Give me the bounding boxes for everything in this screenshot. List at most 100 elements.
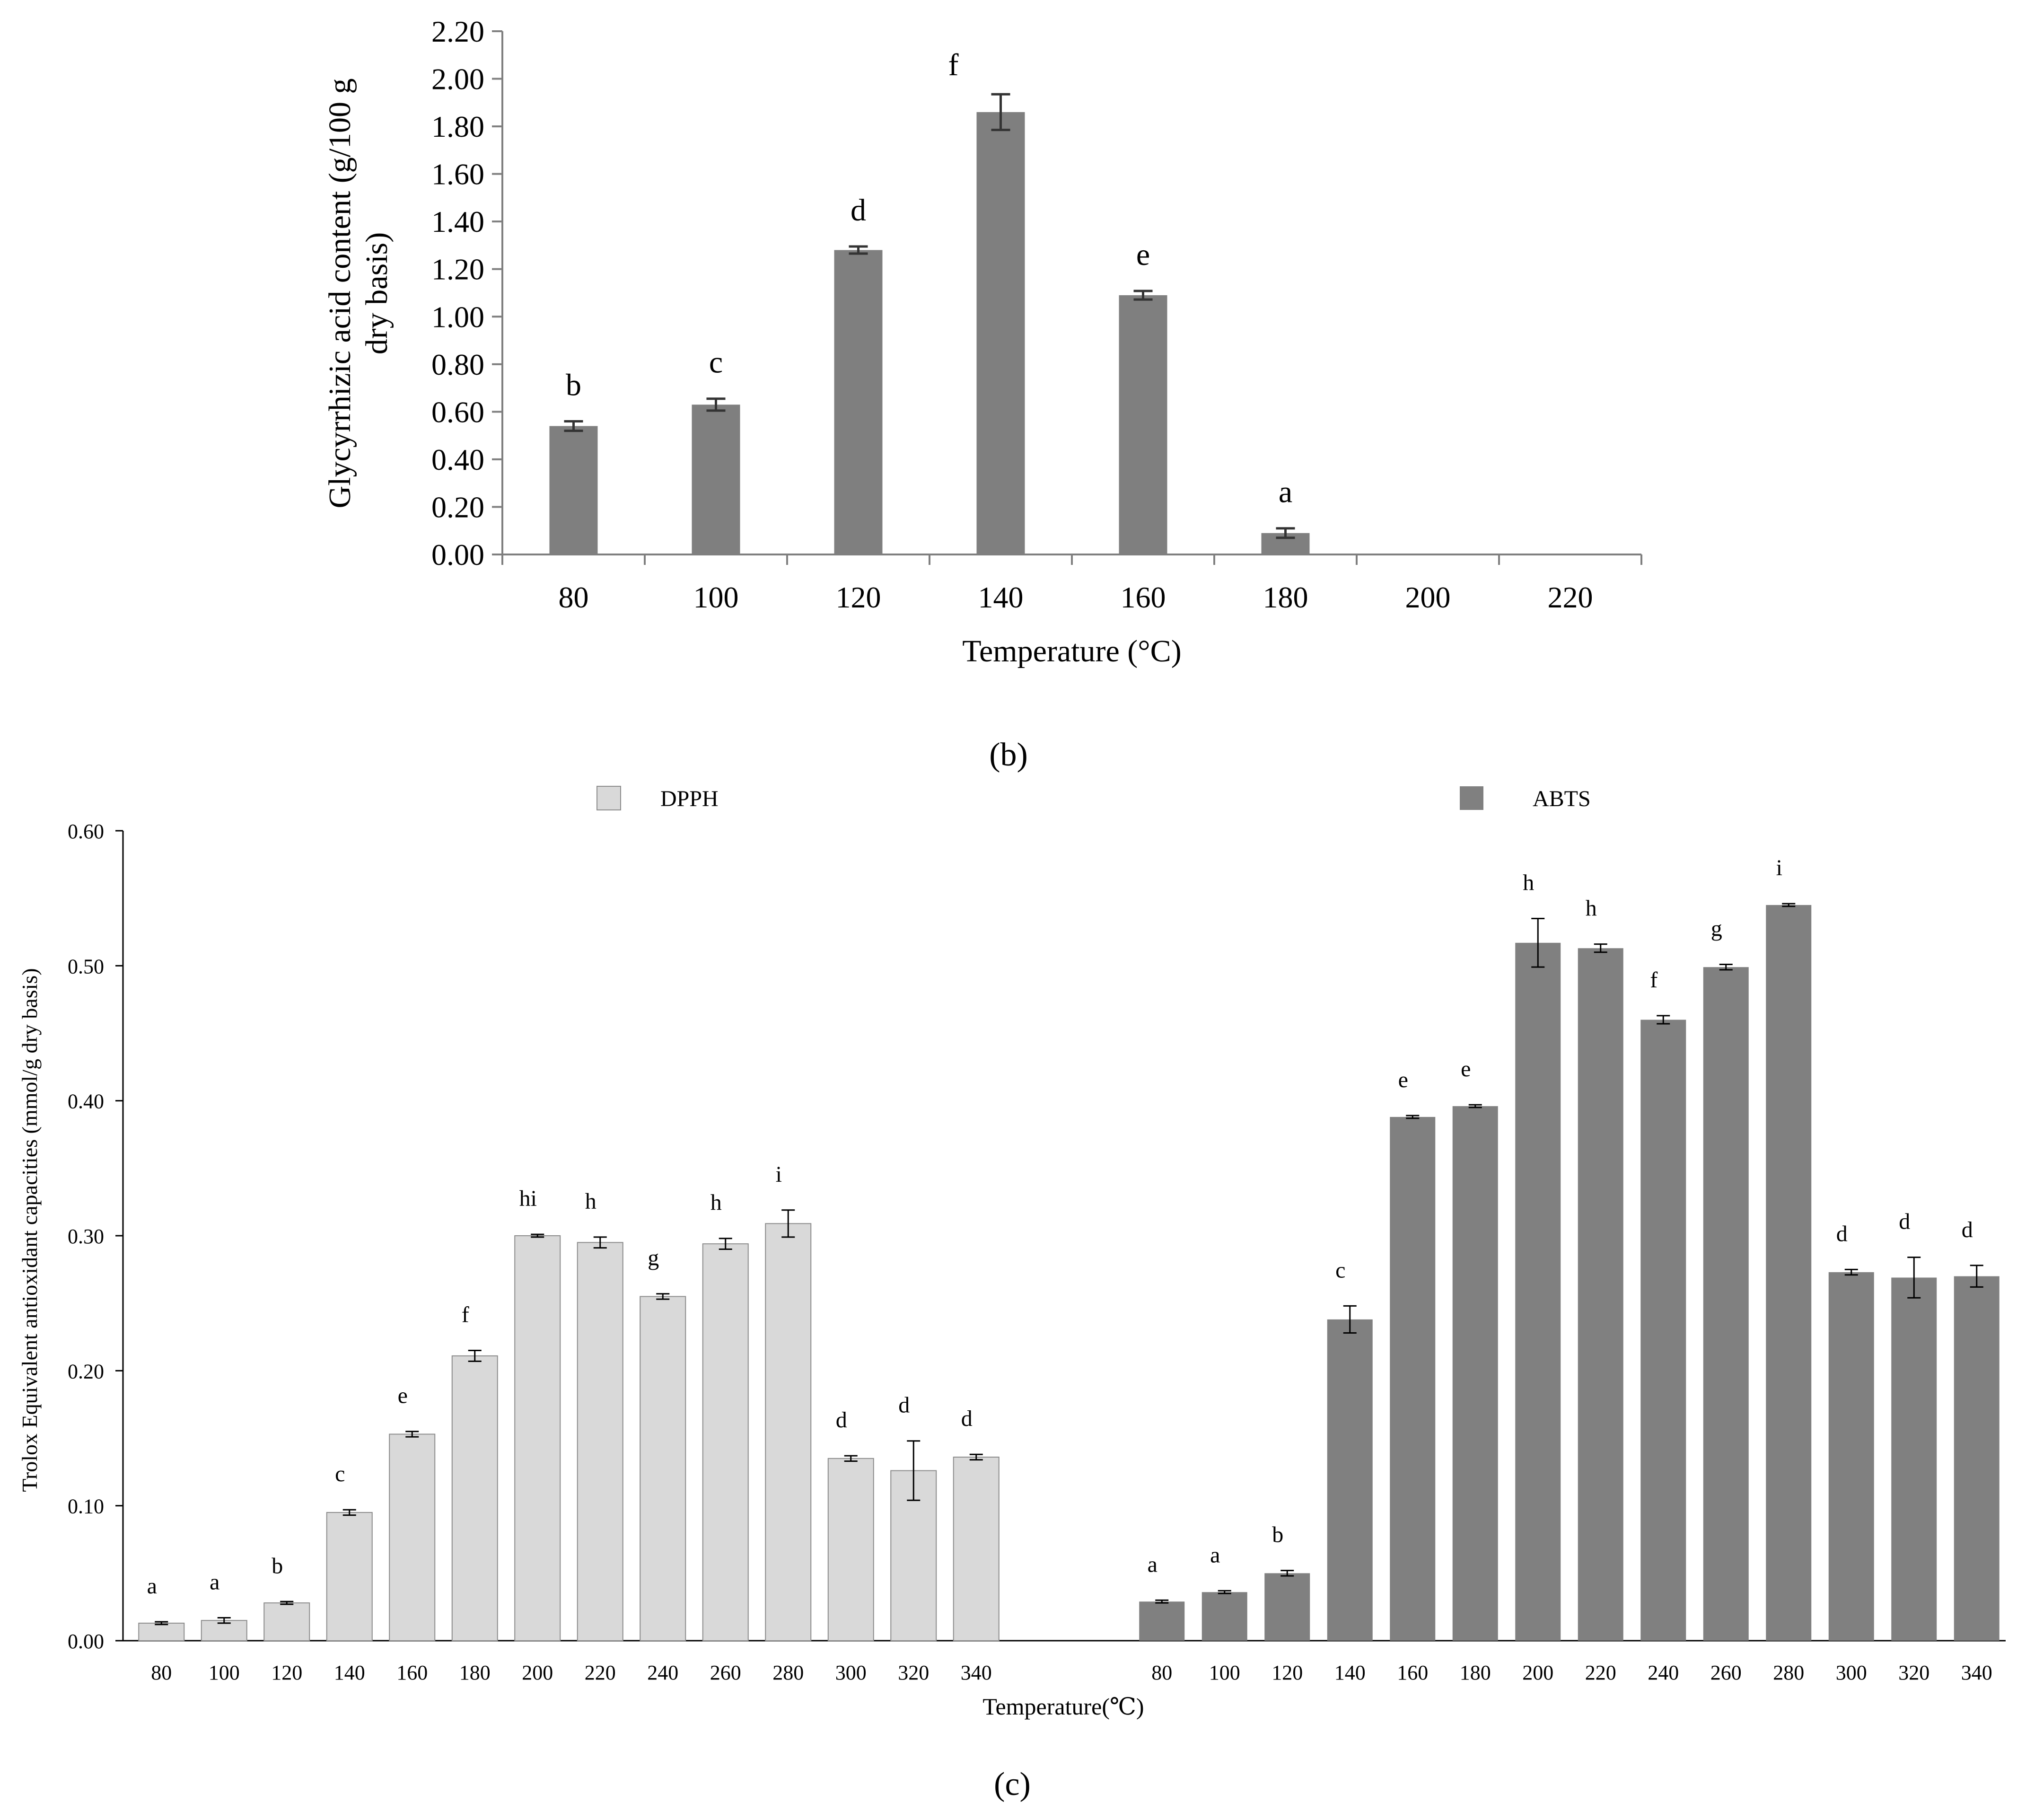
y-tick-label-c: 0.00 bbox=[68, 1630, 104, 1653]
significance-letter-b: c bbox=[709, 345, 723, 380]
bar-dpph bbox=[451, 1355, 498, 1642]
bar-b bbox=[1119, 295, 1167, 554]
x-tick-label-c: 300 bbox=[1836, 1661, 1867, 1684]
y-tick-label-b: 2.00 bbox=[431, 62, 484, 96]
significance-letter-b: d bbox=[851, 193, 866, 228]
significance-letter-dpph: i bbox=[776, 1162, 782, 1187]
bar-abts bbox=[1578, 948, 1623, 1641]
significance-letter-dpph: e bbox=[398, 1383, 408, 1408]
x-tick-label-c: 240 bbox=[647, 1661, 678, 1684]
y-tick-label-b: 1.20 bbox=[431, 253, 484, 286]
significance-letter-abts: f bbox=[1650, 967, 1657, 993]
x-tick-label-c: 180 bbox=[459, 1661, 491, 1684]
significance-letter-abts: d bbox=[1836, 1221, 1848, 1246]
bar-b bbox=[692, 404, 740, 554]
y-tick-label-b: 0.20 bbox=[431, 490, 484, 524]
x-tick-label-c: 340 bbox=[961, 1661, 992, 1684]
bar-dpph bbox=[953, 1456, 1000, 1642]
x-axis-label-c: Temperature(℃) bbox=[982, 1693, 1144, 1720]
significance-letter-b: e bbox=[1136, 237, 1150, 272]
x-tick-label-c: 160 bbox=[1397, 1661, 1428, 1684]
x-tick-label-c: 260 bbox=[710, 1661, 741, 1684]
x-tick-label-c: 240 bbox=[1648, 1661, 1679, 1684]
panel-label-c: (c) bbox=[994, 1766, 1031, 1802]
x-tick-label-c: 280 bbox=[772, 1661, 804, 1684]
bar-abts bbox=[1327, 1319, 1373, 1641]
significance-letter-abts: e bbox=[1461, 1056, 1471, 1081]
significance-letter-abts: d bbox=[1899, 1209, 1910, 1234]
x-tick-label-b: 100 bbox=[693, 580, 739, 614]
significance-letter-dpph: d bbox=[898, 1393, 910, 1418]
x-tick-label-c: 280 bbox=[1773, 1661, 1804, 1684]
x-tick-label-b: 220 bbox=[1548, 580, 1593, 614]
bar-b bbox=[834, 250, 883, 554]
significance-letter-dpph: d bbox=[961, 1406, 973, 1431]
bar-abts bbox=[1828, 1272, 1874, 1641]
bar-dpph bbox=[326, 1512, 373, 1642]
legend-label-abts: ABTS bbox=[1533, 786, 1591, 811]
bar-abts bbox=[1201, 1592, 1247, 1641]
y-tick-label-c: 0.20 bbox=[68, 1360, 104, 1383]
significance-letter-abts: d bbox=[1962, 1217, 1973, 1242]
y-axis-label-line-b: dry basis) bbox=[360, 232, 394, 354]
significance-letter-dpph: f bbox=[462, 1302, 469, 1328]
x-tick-label-c: 220 bbox=[585, 1661, 616, 1684]
x-tick-label-c: 160 bbox=[396, 1661, 428, 1684]
y-tick-label-b: 0.00 bbox=[431, 538, 484, 571]
y-tick-label-c: 0.40 bbox=[68, 1090, 104, 1113]
bar-dpph bbox=[514, 1235, 561, 1641]
significance-letter-b: f bbox=[948, 48, 959, 82]
bar-dpph bbox=[138, 1622, 185, 1642]
legend-label-dpph: DPPH bbox=[660, 786, 719, 811]
significance-letter-abts: b bbox=[1272, 1522, 1283, 1547]
x-tick-label-c: 100 bbox=[1209, 1661, 1240, 1684]
significance-letter-dpph: a bbox=[210, 1569, 219, 1594]
x-tick-label-b: 120 bbox=[836, 580, 881, 614]
bar-abts bbox=[1766, 905, 1812, 1641]
x-tick-label-b: 200 bbox=[1405, 580, 1451, 614]
y-tick-label-b: 2.20 bbox=[431, 15, 484, 48]
bar-dpph bbox=[702, 1243, 749, 1642]
bar-dpph bbox=[263, 1602, 310, 1642]
bar-abts bbox=[1515, 942, 1561, 1641]
chart-b: 0.00 0.20 0.40 0.60 0.80 1.00 1.20 1.40 1.60 1.80… bbox=[323, 15, 1642, 668]
significance-letter-abts: i bbox=[1776, 855, 1782, 880]
x-tick-label-c: 120 bbox=[271, 1661, 302, 1684]
y-axis-label-line-b: Glycyrrhizic acid content (g/100 g bbox=[323, 78, 357, 508]
bar-abts bbox=[1891, 1277, 1937, 1641]
x-tick-label-c: 140 bbox=[1334, 1661, 1366, 1684]
x-tick-label-c: 340 bbox=[1961, 1661, 1992, 1684]
x-tick-label-b: 140 bbox=[978, 580, 1024, 614]
y-tick-label-b: 1.00 bbox=[431, 300, 484, 334]
x-tick-label-c: 260 bbox=[1710, 1661, 1742, 1684]
y-tick-label-c: 0.60 bbox=[68, 820, 104, 843]
x-tick-label-c: 320 bbox=[898, 1661, 929, 1684]
x-tick-label-b: 180 bbox=[1263, 580, 1308, 614]
x-tick-label-c: 220 bbox=[1585, 1661, 1616, 1684]
significance-letter-abts: g bbox=[1711, 916, 1722, 941]
x-tick-label-c: 200 bbox=[1522, 1661, 1553, 1684]
y-tick-label-b: 1.40 bbox=[431, 205, 484, 238]
y-tick-label-b: 0.40 bbox=[431, 443, 484, 476]
bar-abts bbox=[1139, 1601, 1185, 1641]
bar-abts bbox=[1640, 1020, 1686, 1641]
significance-letter-b: a bbox=[1279, 475, 1292, 510]
bar-dpph bbox=[640, 1296, 686, 1641]
significance-letter-dpph: hi bbox=[519, 1186, 537, 1211]
x-tick-label-c: 200 bbox=[522, 1661, 553, 1684]
x-axis-label-b: Temperature (°C) bbox=[962, 634, 1181, 668]
y-tick-label-b: 1.80 bbox=[431, 110, 484, 143]
bar-b bbox=[549, 426, 598, 554]
panel-label-b: (b) bbox=[989, 737, 1028, 773]
bar-abts bbox=[1264, 1573, 1310, 1641]
significance-letter-abts: a bbox=[1148, 1552, 1158, 1577]
significance-letter-dpph: h bbox=[710, 1190, 722, 1215]
y-tick-label-b: 1.60 bbox=[431, 158, 484, 191]
bar-abts bbox=[1452, 1106, 1498, 1641]
y-axis-label-b: Glycyrrhizic acid content (g/100 gdry ba… bbox=[323, 78, 394, 508]
bar-dpph bbox=[577, 1242, 623, 1641]
significance-letter-abts: a bbox=[1210, 1542, 1220, 1567]
x-tick-label-c: 140 bbox=[334, 1661, 365, 1684]
bar-dpph bbox=[765, 1223, 812, 1642]
